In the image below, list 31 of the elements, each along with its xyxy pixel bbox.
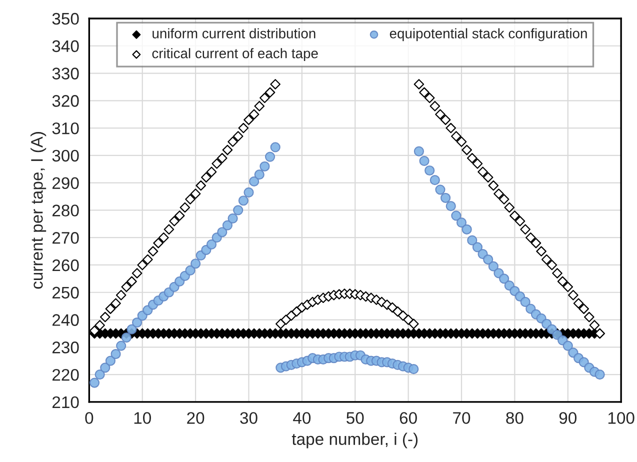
y-tick-label: 330 bbox=[52, 68, 79, 80]
y-axis-title: current per tape, I (A) bbox=[30, 132, 46, 289]
y-tick-label: 230 bbox=[52, 342, 79, 354]
y-tick-label: 220 bbox=[52, 368, 79, 381]
y-tick-label: 270 bbox=[52, 232, 79, 244]
x-tick-label: 10 bbox=[134, 412, 151, 424]
x-tick-label: 70 bbox=[453, 412, 470, 424]
x-tick-label: 80 bbox=[506, 412, 524, 424]
y-tick-label: 280 bbox=[52, 204, 79, 216]
x-tick-label: 90 bbox=[559, 412, 577, 424]
y-tick-label: 210 bbox=[52, 396, 79, 408]
y-tick-label: 320 bbox=[52, 95, 79, 107]
legend-label: critical current of each tape bbox=[152, 48, 318, 62]
y-tick-label: 310 bbox=[52, 122, 79, 134]
legend-label: uniform current distribution bbox=[152, 28, 316, 38]
y-tick-label: 250 bbox=[52, 286, 79, 299]
x-tick-label: 40 bbox=[293, 412, 311, 424]
x-axis-title: tape number, i (-) bbox=[292, 432, 418, 448]
x-tick-label: 30 bbox=[240, 412, 258, 424]
x-tick-label: 50 bbox=[346, 412, 364, 424]
x-tick-label: 60 bbox=[400, 412, 417, 424]
y-tick-label: 340 bbox=[52, 40, 79, 52]
y-tick-label: 240 bbox=[52, 314, 79, 326]
y-tick-label: 350 bbox=[52, 12, 79, 25]
x-tick-label: 0 bbox=[85, 412, 94, 424]
x-tick-label: 100 bbox=[608, 412, 634, 424]
x-tick-label: 20 bbox=[187, 412, 204, 424]
y-tick-label: 300 bbox=[52, 150, 79, 162]
y-tick-label: 260 bbox=[52, 259, 79, 272]
y-tick-label: 290 bbox=[52, 177, 79, 190]
legend-label: equipotential stack configuration bbox=[390, 28, 587, 42]
